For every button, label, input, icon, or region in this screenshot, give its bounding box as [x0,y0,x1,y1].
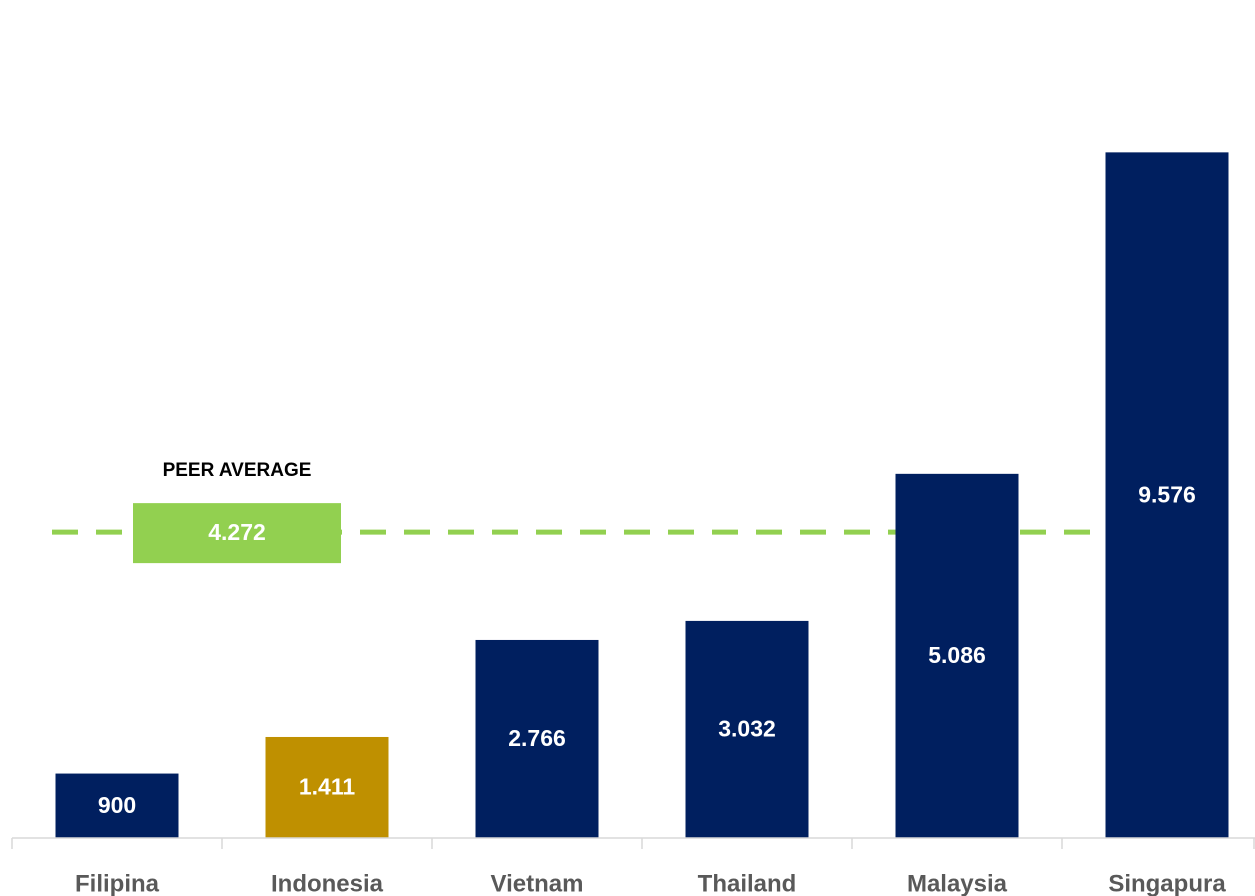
x-tick-label: Singapura [1108,870,1226,896]
x-tick-label: Filipina [75,870,160,896]
value-label: 900 [98,792,136,818]
x-tick-label: Vietnam [491,870,584,896]
bar [685,620,809,838]
value-label: 3.032 [718,716,776,742]
value-label: 5.086 [928,642,986,668]
average-value-label: 4.272 [208,519,266,545]
x-tick-label: Thailand [698,870,797,896]
value-label: 2.766 [508,725,566,751]
value-label: 9.576 [1138,481,1196,507]
bar [475,639,599,838]
bar [895,473,1019,838]
x-tick-label: Indonesia [271,870,384,896]
bar [55,773,179,838]
bar [1105,152,1229,838]
x-tick-label: Malaysia [907,870,1008,896]
value-label: 1.411 [299,774,355,800]
average-box [133,503,341,564]
average-title: PEER AVERAGE [163,460,312,481]
bar [265,736,389,838]
